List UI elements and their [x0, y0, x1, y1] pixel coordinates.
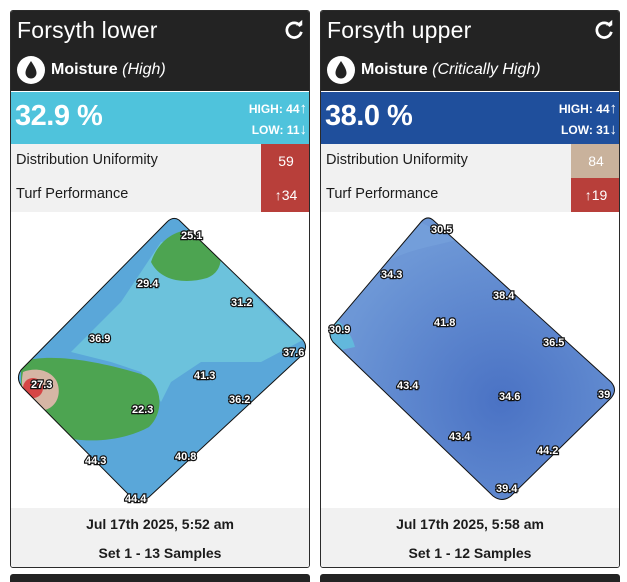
sample-set: Set 1 - 13 Samples — [98, 545, 222, 561]
moisture-heatmap[interactable]: 30.5 34.3 38.4 41.8 30.9 36.5 43.4 34.6 … — [321, 212, 619, 508]
sample-label: 22.3 — [132, 404, 153, 416]
metric-label: Turf Performance — [326, 186, 439, 202]
sample-label: 41.3 — [194, 370, 215, 382]
card-footer: Jul 17th 2025, 5:52 am Set 1 - 13 Sample… — [11, 508, 309, 567]
sample-date: Jul 17th 2025, 5:52 am — [86, 516, 234, 532]
sample-set: Set 1 - 12 Samples — [408, 545, 532, 561]
arrow-up-icon: ↑ — [584, 187, 592, 203]
arrow-up-icon: ↑ — [299, 100, 308, 117]
sample-label: 29.4 — [137, 278, 159, 290]
sample-label: 36.5 — [543, 337, 564, 349]
high-threshold: HIGH: 44↑ — [558, 100, 618, 117]
sample-label: 27.3 — [31, 379, 52, 391]
metric-row-distribution-uniformity: Distribution Uniformity 59 — [11, 144, 309, 178]
refresh-icon[interactable] — [283, 19, 305, 41]
sample-label: 31.2 — [231, 297, 252, 309]
sample-label: 30.9 — [329, 324, 350, 336]
metric-row-turf-performance: Turf Performance ↑34 — [11, 178, 309, 212]
arrow-up-icon: ↑ — [274, 187, 282, 203]
sample-label: 43.4 — [449, 431, 471, 443]
moisture-reading-bar: 38.0 % HIGH: 44↑ LOW: 31↓ — [321, 92, 619, 144]
next-card-header-stub — [10, 574, 310, 582]
moisture-value: 38.0 % — [325, 100, 413, 132]
sensor-card-forsyth-lower: Forsyth lower Moisture (High) 32.9 % HIG… — [10, 10, 310, 568]
arrow-up-icon: ↑ — [609, 100, 618, 117]
sample-label: 36.2 — [229, 394, 250, 406]
low-threshold: LOW: 31↓ — [561, 121, 617, 138]
sample-label: 44.3 — [85, 455, 106, 467]
metric-row-turf-performance: Turf Performance ↑19 — [321, 178, 619, 212]
refresh-icon[interactable] — [593, 19, 615, 41]
sample-label: 38.4 — [493, 290, 515, 302]
sample-label: 30.5 — [431, 224, 452, 236]
sample-label: 37.6 — [283, 347, 304, 359]
sample-label: 34.3 — [381, 269, 402, 281]
arrow-down-icon: ↓ — [299, 121, 308, 138]
card-footer: Jul 17th 2025, 5:58 am Set 1 - 12 Sample… — [321, 508, 619, 567]
water-drop-icon — [17, 56, 45, 84]
low-threshold: LOW: 11↓ — [251, 121, 308, 138]
metric-label: Distribution Uniformity — [326, 152, 468, 168]
sample-label: 43.4 — [397, 380, 419, 392]
card-title: Forsyth upper — [327, 17, 472, 43]
moisture-heatmap[interactable]: 25.1 29.4 31.2 36.9 37.6 27.3 41.3 36.2 … — [11, 212, 309, 508]
sample-label: 44.2 — [537, 445, 558, 457]
moisture-value: 32.9 % — [15, 100, 103, 132]
card-title: Forsyth lower — [17, 17, 158, 43]
sample-date: Jul 17th 2025, 5:58 am — [396, 516, 544, 532]
sample-label: 41.8 — [434, 317, 455, 329]
metric-badge: ↑19 — [571, 178, 619, 212]
high-threshold: HIGH: 44↑ — [248, 100, 308, 117]
metric-badge: 84 — [571, 144, 619, 178]
sensor-card-forsyth-upper: Forsyth upper Moisture (Critically High)… — [320, 10, 620, 568]
metric-label: Turf Performance — [16, 186, 129, 202]
sample-label: 40.8 — [175, 451, 196, 463]
arrow-down-icon: ↓ — [609, 121, 618, 138]
sensor-status: Moisture (Critically High) — [361, 61, 541, 78]
sample-label: 25.1 — [181, 230, 202, 242]
next-card-header-stub — [320, 574, 620, 582]
metric-label: Distribution Uniformity — [16, 152, 158, 168]
sample-label: 44.4 — [125, 493, 147, 505]
sample-label: 39.4 — [496, 483, 518, 495]
sample-label: 36.9 — [89, 333, 110, 345]
moisture-reading-bar: 32.9 % HIGH: 44↑ LOW: 11↓ — [11, 92, 309, 144]
card-header: Forsyth upper Moisture (Critically High) — [321, 11, 619, 91]
sensor-status: Moisture (High) — [51, 61, 166, 78]
sample-label: 34.6 — [499, 391, 520, 403]
metric-badge: ↑34 — [261, 178, 309, 212]
card-header: Forsyth lower Moisture (High) — [11, 11, 309, 91]
metric-row-distribution-uniformity: Distribution Uniformity 84 — [321, 144, 619, 178]
sample-label: 39 — [598, 389, 610, 401]
water-drop-icon — [327, 56, 355, 84]
metric-badge: 59 — [261, 144, 309, 178]
